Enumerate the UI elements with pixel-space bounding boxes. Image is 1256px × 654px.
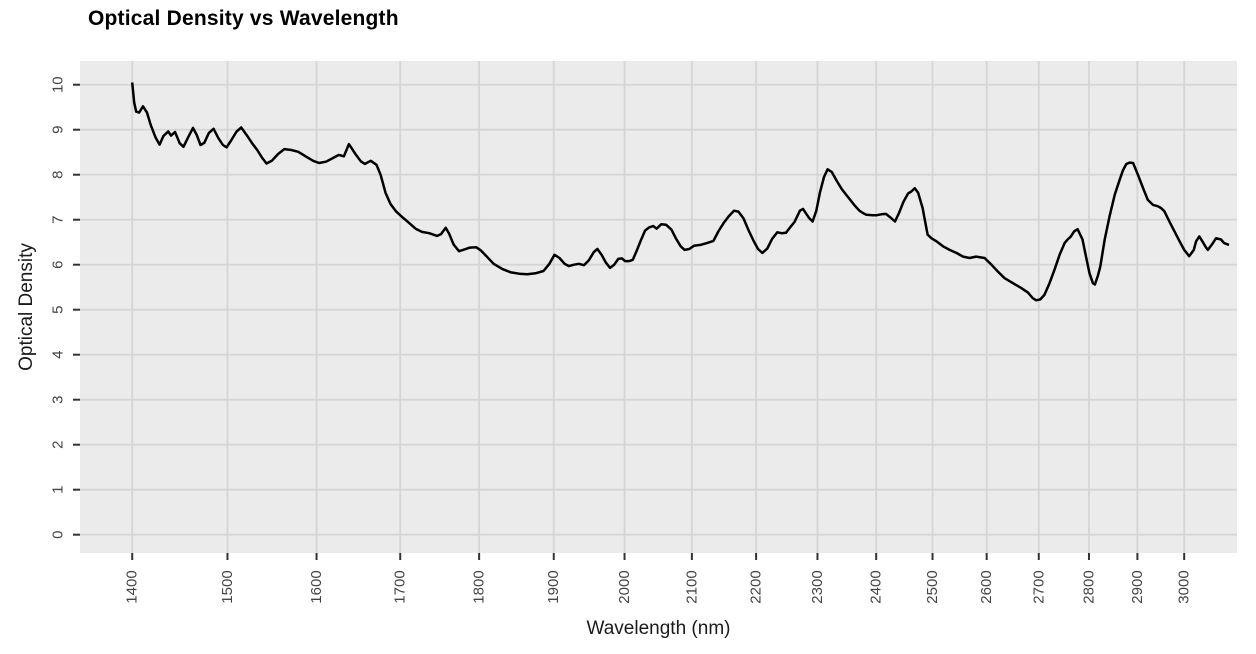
x-tick-label: 2700 — [1030, 570, 1047, 603]
x-axis-title: Wavelength (nm) — [586, 618, 731, 639]
y-tick-label: 3 — [50, 396, 67, 404]
x-tick-label: 2300 — [809, 570, 826, 603]
x-tick-label: 1800 — [471, 570, 488, 603]
x-tick-label: 1900 — [545, 570, 562, 603]
y-axis-title: Optical Density — [16, 243, 37, 371]
x-tick-label: 2600 — [978, 570, 995, 603]
y-tick-label: 0 — [50, 531, 67, 539]
y-tick-label: 1 — [50, 486, 67, 494]
y-tick-label: 9 — [50, 126, 67, 134]
y-tick-label: 4 — [50, 351, 67, 359]
x-tick-label: 2900 — [1129, 570, 1146, 603]
x-tick-label: 2000 — [616, 570, 633, 603]
x-tick-label: 1400 — [124, 570, 141, 603]
x-tick-label: 2400 — [868, 570, 885, 603]
x-tick-label: 1500 — [219, 570, 236, 603]
y-tick-label: 6 — [50, 261, 67, 269]
x-tick-label: 2200 — [748, 570, 765, 603]
y-tick-label: 7 — [50, 216, 67, 224]
x-tick-label: 2100 — [683, 570, 700, 603]
y-tick-label: 10 — [50, 76, 67, 93]
y-tick-label: 5 — [50, 306, 67, 314]
y-tick-label: 2 — [50, 441, 67, 449]
x-tick-label: 2500 — [924, 570, 941, 603]
x-tick-label: 1600 — [308, 570, 325, 603]
y-tick-label: 8 — [50, 171, 67, 179]
data-line-optical-density — [130, 82, 1230, 302]
x-tick-label: 1700 — [392, 570, 409, 603]
chart-title: Optical Density vs Wavelength — [88, 7, 399, 30]
x-tick-label: 3000 — [1176, 570, 1193, 603]
x-tick-label: 2800 — [1080, 570, 1097, 603]
plot-panel — [80, 61, 1237, 553]
